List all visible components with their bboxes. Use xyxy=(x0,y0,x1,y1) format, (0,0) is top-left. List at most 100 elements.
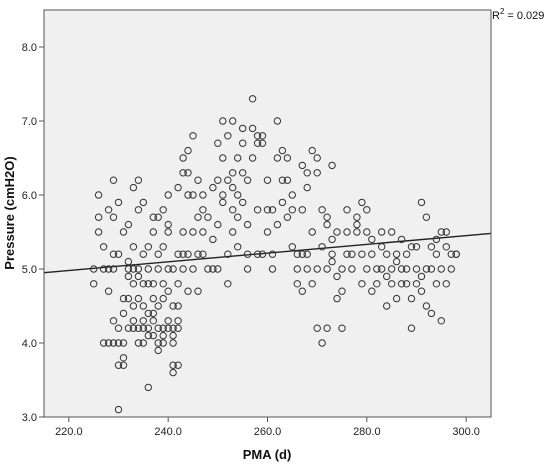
data-point xyxy=(293,250,301,258)
data-point xyxy=(248,95,257,103)
data-point xyxy=(234,243,242,251)
y-axis: 3.0 4.0 5.0 6.0 7.0 8.0 xyxy=(22,42,44,424)
data-point xyxy=(243,220,252,229)
data-point xyxy=(139,250,148,258)
data-point xyxy=(427,309,436,318)
data-point xyxy=(129,243,138,251)
y-tick-label: 5.0 xyxy=(22,264,37,276)
data-point xyxy=(199,250,207,258)
r2-annotation: R2 = 0.029 xyxy=(492,7,544,22)
data-point xyxy=(392,257,401,266)
data-point xyxy=(298,287,306,295)
data-point xyxy=(363,265,371,273)
data-point xyxy=(308,146,316,155)
data-point xyxy=(154,213,162,221)
data-point xyxy=(159,206,167,214)
data-point xyxy=(129,265,138,273)
data-point xyxy=(373,280,381,288)
data-point xyxy=(333,272,341,281)
data-point xyxy=(273,117,282,125)
data-point xyxy=(373,265,381,273)
data-point xyxy=(179,250,187,258)
data-point xyxy=(229,117,237,125)
fit-line xyxy=(43,232,492,274)
data-point xyxy=(99,243,108,251)
data-point xyxy=(278,198,287,207)
data-point xyxy=(189,191,197,199)
data-point xyxy=(109,250,118,258)
data-point xyxy=(427,265,436,273)
data-point xyxy=(164,287,172,295)
data-point xyxy=(209,183,217,192)
data-point xyxy=(149,309,158,318)
data-point xyxy=(288,191,296,199)
data-point xyxy=(194,250,202,258)
data-point xyxy=(184,169,192,177)
data-point xyxy=(109,213,118,221)
data-point xyxy=(124,257,133,266)
data-point xyxy=(189,265,197,273)
x-tick-label: 220.0 xyxy=(55,426,83,438)
data-point xyxy=(358,198,366,207)
data-point xyxy=(243,250,252,258)
data-point xyxy=(139,317,148,325)
data-point xyxy=(318,243,326,251)
data-point xyxy=(412,280,421,288)
data-point xyxy=(174,361,182,369)
data-point xyxy=(184,250,192,258)
r2-superscript: 2 xyxy=(500,7,505,16)
data-point xyxy=(144,243,153,251)
data-point xyxy=(422,213,431,221)
data-point xyxy=(363,206,371,214)
data-point xyxy=(229,228,237,236)
data-point xyxy=(109,265,118,273)
data-point xyxy=(388,280,396,288)
data-point xyxy=(164,220,172,229)
data-point xyxy=(129,302,138,310)
y-axis-title: Pressure (cmH2O) xyxy=(2,156,17,269)
data-point xyxy=(124,272,133,281)
data-point xyxy=(99,265,108,273)
data-point xyxy=(149,213,158,221)
data-point xyxy=(243,176,252,184)
x-axis: 220.0 240.0 260.0 280.0 300.0 xyxy=(55,417,480,438)
data-point xyxy=(303,183,311,192)
data-point xyxy=(407,243,416,251)
data-point xyxy=(114,250,123,258)
data-point xyxy=(134,206,143,214)
data-point xyxy=(253,250,262,258)
data-point xyxy=(432,235,441,244)
data-point xyxy=(194,287,202,295)
data-point xyxy=(253,206,262,214)
data-point xyxy=(149,317,158,325)
data-point xyxy=(179,154,187,162)
data-point xyxy=(129,317,138,325)
data-point xyxy=(308,228,316,236)
x-tick-label: 280.0 xyxy=(353,426,381,438)
data-point xyxy=(378,228,386,236)
data-point xyxy=(114,198,123,207)
data-point xyxy=(283,176,292,184)
data-point xyxy=(422,265,431,273)
data-point xyxy=(338,324,346,332)
data-point xyxy=(417,272,426,281)
data-point xyxy=(293,280,301,288)
data-point xyxy=(243,265,252,273)
data-point xyxy=(258,139,267,147)
r2-symbol: R xyxy=(492,10,500,22)
data-point xyxy=(149,294,158,303)
data-point xyxy=(209,235,217,244)
data-point xyxy=(224,250,232,258)
data-point xyxy=(392,294,401,303)
data-point xyxy=(219,198,227,207)
data-point xyxy=(104,206,113,214)
data-point xyxy=(427,243,436,251)
data-point xyxy=(189,132,197,140)
data-point xyxy=(159,339,167,347)
data-point xyxy=(199,228,207,236)
data-point xyxy=(248,154,257,162)
data-point xyxy=(328,161,336,170)
x-tick-label: 300.0 xyxy=(452,426,480,438)
data-point xyxy=(159,294,167,303)
